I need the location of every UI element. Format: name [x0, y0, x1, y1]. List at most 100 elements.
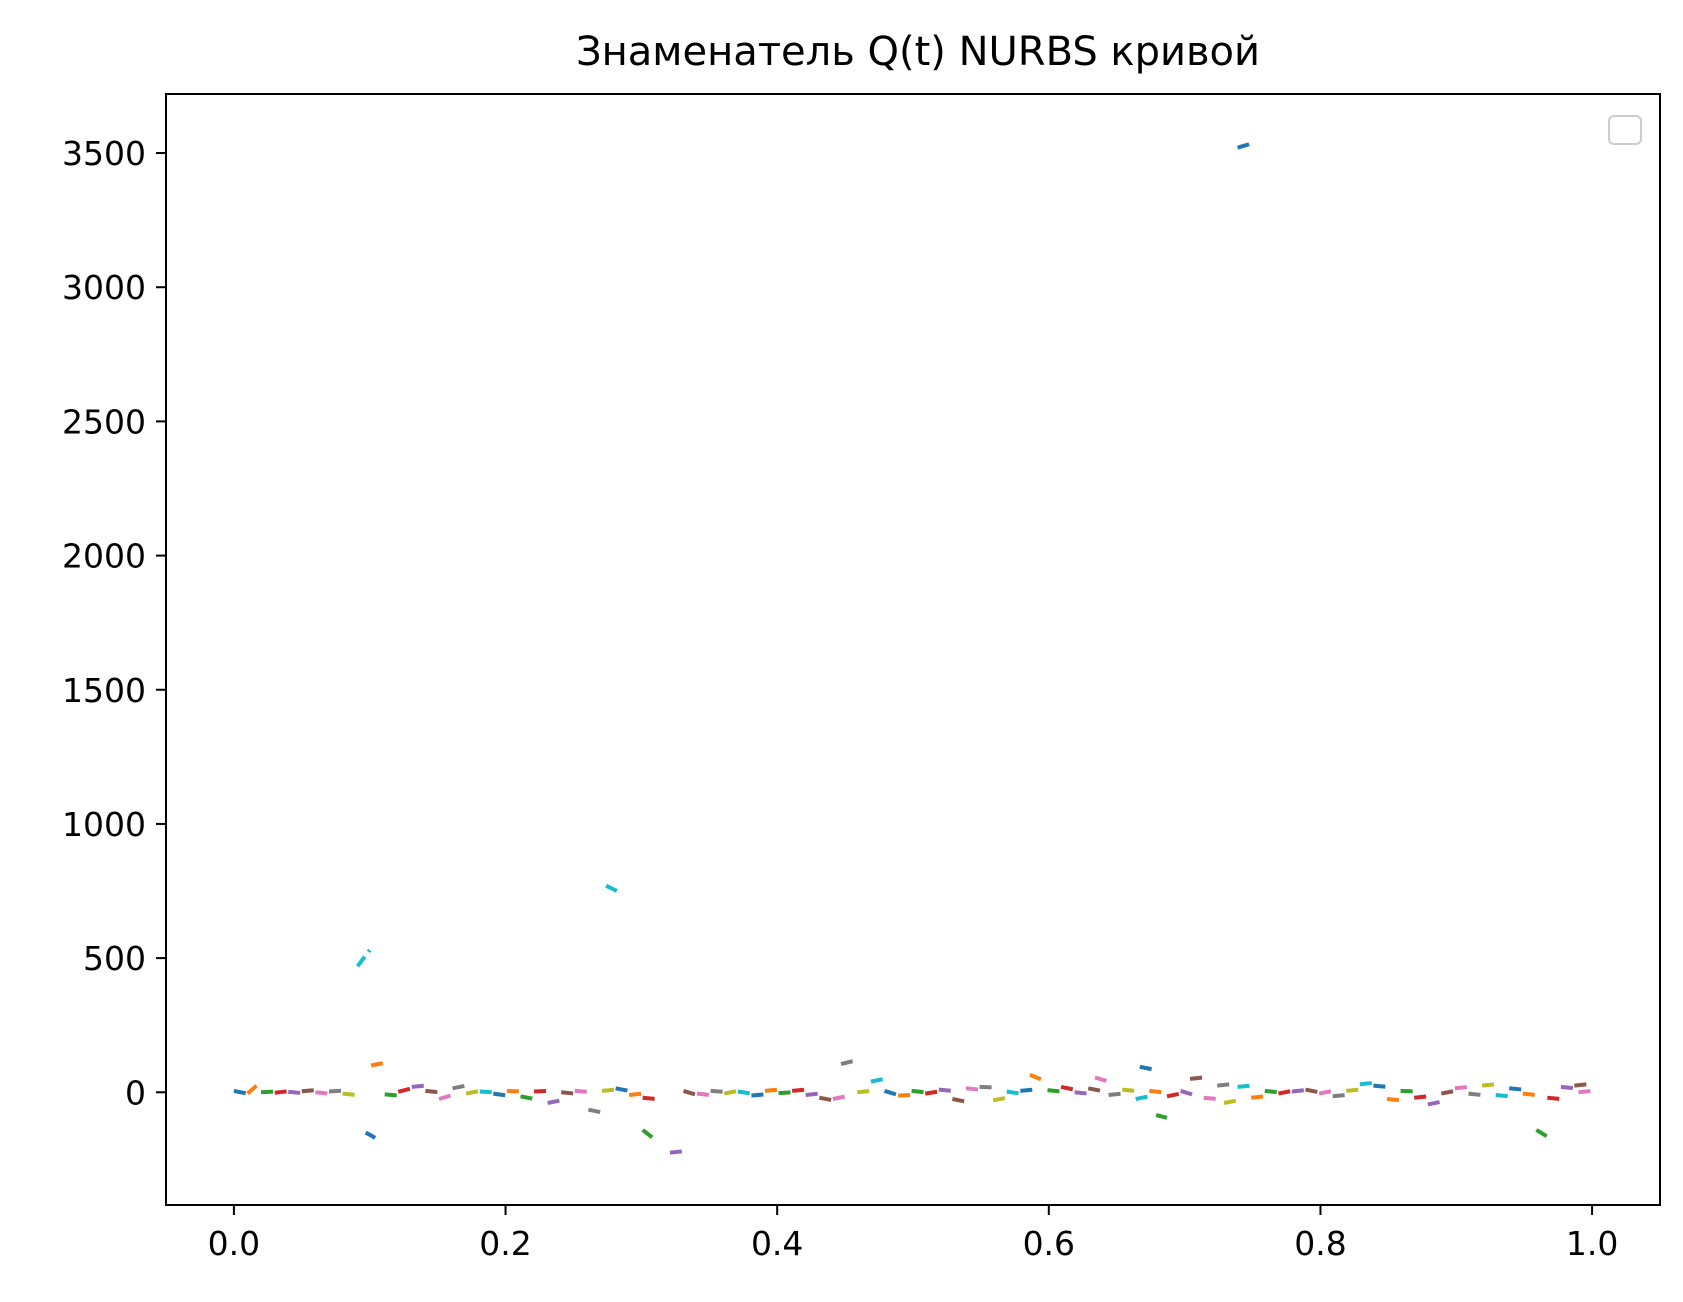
- series-segment-94: [1427, 1099, 1442, 1107]
- series-segment-105: [1574, 1082, 1589, 1088]
- series-segment-42: [778, 1090, 793, 1096]
- series-segment-31: [628, 1091, 643, 1097]
- series-segment-88: [1346, 1087, 1360, 1093]
- series-segment-0: [233, 1088, 248, 1096]
- series-segment-83: [1278, 1088, 1293, 1096]
- series-segment-89: [1359, 1080, 1374, 1087]
- series-segment-44: [805, 1091, 820, 1097]
- series-segment-45: [818, 1095, 834, 1103]
- series-segment-73: [1166, 1091, 1181, 1099]
- series-segment-37: [710, 1088, 725, 1094]
- series-segment-10: [364, 1130, 377, 1140]
- series-segment-1: [246, 1080, 263, 1096]
- series-segment-92: [1400, 1088, 1415, 1094]
- x-tick-label: 0.8: [1294, 1224, 1346, 1263]
- series-segment-93: [1413, 1094, 1429, 1100]
- series-segment-19: [479, 1089, 494, 1095]
- series-segment-16: [438, 1093, 454, 1101]
- series-segment-57: [979, 1084, 994, 1090]
- series-segment-27: [588, 1107, 603, 1115]
- series-segment-52: [911, 1088, 926, 1095]
- series-segment-50: [883, 1088, 899, 1097]
- series-segment-15: [425, 1088, 440, 1095]
- series-segment-20: [493, 1091, 508, 1098]
- series-segment-47: [840, 1058, 858, 1067]
- series-segment-79: [1237, 1083, 1252, 1089]
- series-segment-11: [370, 1060, 386, 1068]
- series-segment-95: [1440, 1088, 1456, 1096]
- series-segment-14: [411, 1083, 426, 1089]
- series-segment-2: [260, 1089, 275, 1095]
- series-segment-41: [764, 1087, 779, 1093]
- series-segment-53: [924, 1089, 940, 1096]
- series-segment-55: [952, 1097, 967, 1104]
- series-segment-97: [1468, 1091, 1483, 1097]
- series-segment-43: [791, 1087, 806, 1093]
- x-tick-label: 0.4: [751, 1224, 803, 1263]
- series-segment-90: [1373, 1083, 1388, 1089]
- y-tick-label: 3000: [62, 268, 146, 307]
- series-segment-60: [1020, 1087, 1035, 1093]
- series-segment-91: [1386, 1097, 1401, 1103]
- series-segment-7: [328, 1088, 343, 1094]
- legend-box: [1608, 115, 1642, 145]
- series-segment-5: [301, 1088, 316, 1094]
- series-segment-40: [751, 1092, 766, 1098]
- x-tick-label: 0.0: [208, 1224, 260, 1263]
- series-segment-34: [669, 1149, 683, 1155]
- series-segment-23: [534, 1088, 548, 1094]
- series-segment-75: [1189, 1075, 1204, 1081]
- series-segment-84: [1291, 1088, 1306, 1094]
- y-tick-label: 1000: [62, 805, 146, 844]
- series-segment-99: [1495, 1093, 1510, 1099]
- series-segment-62: [1047, 1088, 1062, 1094]
- series-segment-61: [1029, 1072, 1045, 1083]
- series-segment-66: [1094, 1075, 1110, 1084]
- series-segment-103: [1547, 1095, 1562, 1101]
- series-segment-78: [1223, 1098, 1238, 1105]
- series-segment-32: [641, 1128, 658, 1143]
- series-segment-39: [737, 1089, 752, 1096]
- series-segment-30: [615, 1086, 630, 1093]
- x-tick-label: 1.0: [1566, 1224, 1618, 1263]
- series-segment-64: [1074, 1090, 1089, 1096]
- series-segment-80: [1237, 141, 1252, 150]
- series-segment-46: [832, 1094, 847, 1101]
- series-segment-54: [938, 1087, 953, 1093]
- series-segment-77: [1216, 1082, 1232, 1088]
- series-segment-28: [601, 1087, 616, 1093]
- series-segment-13: [397, 1086, 413, 1094]
- series-segment-29: [605, 883, 618, 893]
- series-segment-72: [1155, 1113, 1168, 1120]
- series-segment-104: [1560, 1084, 1575, 1091]
- series-segment-3: [274, 1089, 289, 1095]
- y-tick-label: 3500: [62, 134, 146, 173]
- plot-frame: [165, 93, 1661, 1206]
- y-tick-label: 2000: [62, 537, 146, 576]
- series-segment-68: [1122, 1087, 1136, 1093]
- series-segment-85: [1305, 1087, 1320, 1095]
- series-segment-36: [696, 1091, 711, 1097]
- series-segment-8: [342, 1091, 358, 1097]
- x-tick-label: 0.6: [1023, 1224, 1075, 1263]
- y-tick-label: 500: [83, 939, 146, 978]
- series-segment-63: [1060, 1084, 1075, 1092]
- series-segment-106: [1578, 1088, 1593, 1095]
- series-segment-33: [642, 1095, 657, 1101]
- series-segment-25: [561, 1090, 575, 1096]
- series-segment-22: [520, 1094, 535, 1101]
- series-segment-58: [992, 1095, 1008, 1103]
- series-segment-24: [547, 1098, 562, 1105]
- series-segment-100: [1509, 1086, 1523, 1092]
- series-segment-82: [1264, 1088, 1279, 1095]
- series-segment-9: [355, 948, 372, 968]
- series-segment-59: [1006, 1089, 1021, 1096]
- series-segment-87: [1332, 1093, 1347, 1099]
- series-segment-35: [682, 1088, 698, 1097]
- series-segment-26: [574, 1088, 589, 1094]
- series-segment-98: [1481, 1082, 1496, 1088]
- series-segment-18: [465, 1088, 481, 1096]
- series-segment-51: [898, 1093, 912, 1098]
- y-tick-label: 1500: [62, 671, 146, 710]
